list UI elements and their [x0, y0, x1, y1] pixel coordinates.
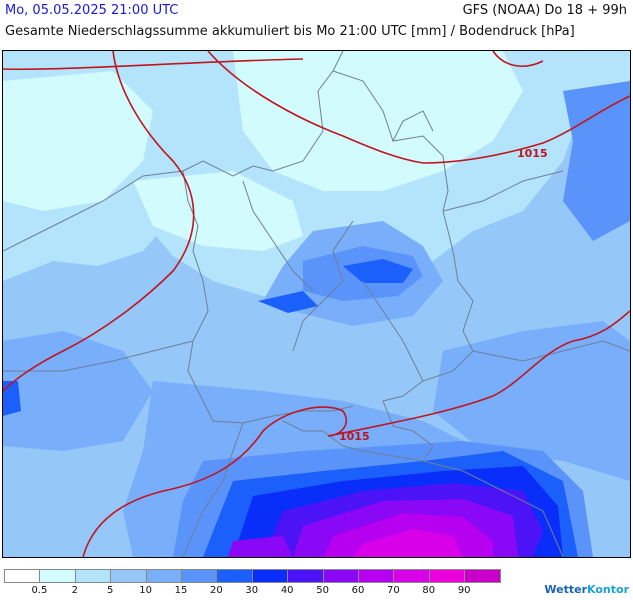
- model-run: GFS (NOAA) Do 18 + 99h: [462, 3, 627, 18]
- isobars: [3, 51, 630, 557]
- header-row-2: Gesamte Niederschlagssumme akkumuliert b…: [0, 24, 633, 44]
- legend-color-box: [358, 569, 395, 583]
- legend-color-box: [74, 569, 112, 583]
- precip-zone-15-east: [433, 321, 630, 481]
- brand-part-2: Kontor: [587, 583, 629, 596]
- precip-zone-20-ne: [563, 81, 630, 241]
- precip-zone-30-w: [3, 381, 21, 416]
- wetterkontor-logo: WetterKontor: [544, 583, 629, 596]
- precip-zone-80-south: [353, 529, 463, 557]
- legend-color-box: [216, 569, 253, 583]
- legend-label: 15: [174, 585, 188, 596]
- isobar-line-west: [3, 51, 195, 392]
- isobar-line-top: [3, 58, 304, 71]
- brand-part-1: Wetter: [544, 583, 588, 596]
- precip-zone-30-b: [258, 291, 318, 313]
- legend-label: 60: [351, 585, 365, 596]
- map-subtitle: Gesamte Niederschlagssumme akkumuliert b…: [5, 24, 575, 39]
- legend-label: 50: [316, 585, 329, 596]
- legend-color-box: [428, 569, 466, 583]
- legend-color-box: [181, 569, 218, 583]
- precip-zone-30: [343, 259, 413, 283]
- legend-label: 40: [280, 585, 294, 596]
- legend-color-box: [393, 569, 430, 583]
- legend-label: 30: [245, 585, 259, 596]
- precip-zone-60-sw: [228, 536, 293, 557]
- legend-label: 20: [210, 585, 223, 596]
- legend-label: 80: [422, 585, 436, 596]
- legend-color-box: [287, 569, 324, 583]
- legend-label: 70: [387, 585, 400, 596]
- legend-color-box: [145, 569, 182, 583]
- legend-color-box: [110, 569, 147, 583]
- isobar-line-ne: [492, 51, 544, 67]
- legend-color-box: [251, 569, 289, 583]
- header-row-1: Mo, 05.05.2025 21:00 UTC GFS (NOAA) Do 1…: [0, 3, 633, 23]
- legend-color-box: [39, 569, 76, 583]
- map-canvas: 1015 1015: [3, 51, 630, 557]
- precip-zone-verylight-far-west: [3, 71, 153, 211]
- isobar-line-north: [207, 51, 630, 164]
- precipitation-map[interactable]: 1015 1015: [2, 50, 631, 558]
- legend-color-box: [464, 569, 501, 583]
- isobar-line-south: [82, 310, 630, 557]
- precip-zone-verylight-north: [233, 51, 523, 191]
- legend-label: 2: [71, 585, 78, 596]
- precip-zone-verylight-west: [133, 171, 303, 251]
- precip-zone-15-west: [3, 331, 153, 451]
- legend-label: 10: [139, 585, 152, 596]
- legend-color-box: [4, 569, 41, 583]
- isobar-label-north: 1015: [517, 147, 548, 160]
- legend-label: 5: [107, 585, 114, 596]
- isobar-label-south: 1015: [339, 430, 370, 443]
- precip-legend: 0.5 2 5 10 15 20 30 40 50 60 70 80 90: [4, 569, 501, 597]
- legend-label: 0.5: [31, 585, 48, 596]
- legend-color-box: [322, 569, 359, 583]
- forecast-date: Mo, 05.05.2025 21:00 UTC: [5, 3, 179, 18]
- legend-label: 90: [457, 585, 471, 596]
